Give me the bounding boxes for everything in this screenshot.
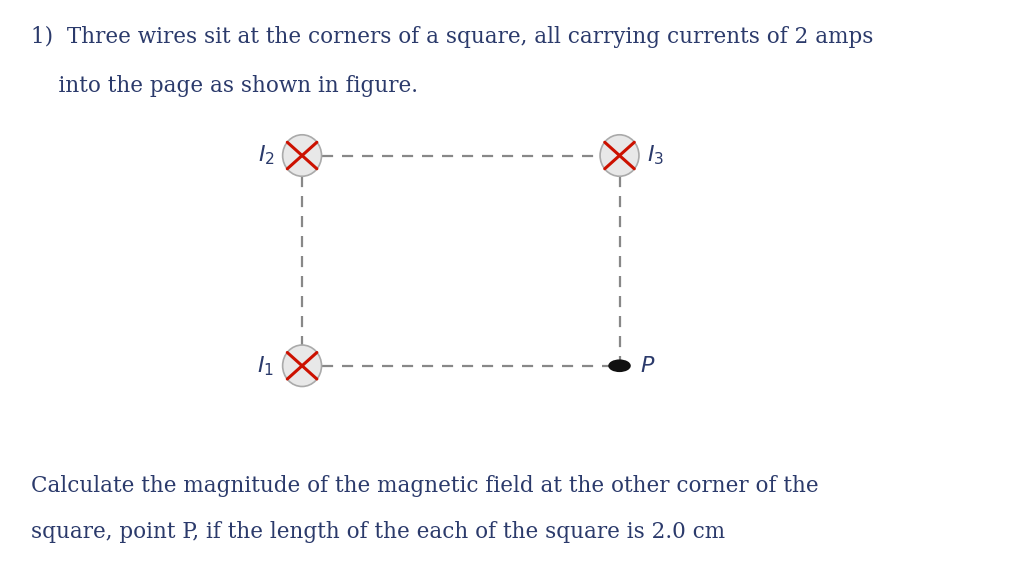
Text: $I_1$: $I_1$ [257, 354, 274, 377]
Text: square, point P, if the length of the each of the square is 2.0 cm: square, point P, if the length of the ea… [31, 521, 725, 543]
Ellipse shape [600, 135, 639, 176]
Text: $I_2$: $I_2$ [258, 144, 274, 167]
Text: into the page as shown in figure.: into the page as shown in figure. [31, 75, 418, 97]
Text: $P$: $P$ [640, 355, 655, 377]
Circle shape [608, 359, 631, 372]
Ellipse shape [283, 135, 322, 176]
Ellipse shape [283, 345, 322, 386]
Text: 1)  Three wires sit at the corners of a square, all carrying currents of 2 amps: 1) Three wires sit at the corners of a s… [31, 26, 873, 48]
Text: $I_3$: $I_3$ [647, 144, 665, 167]
Text: Calculate the magnitude of the magnetic field at the other corner of the: Calculate the magnitude of the magnetic … [31, 475, 818, 497]
